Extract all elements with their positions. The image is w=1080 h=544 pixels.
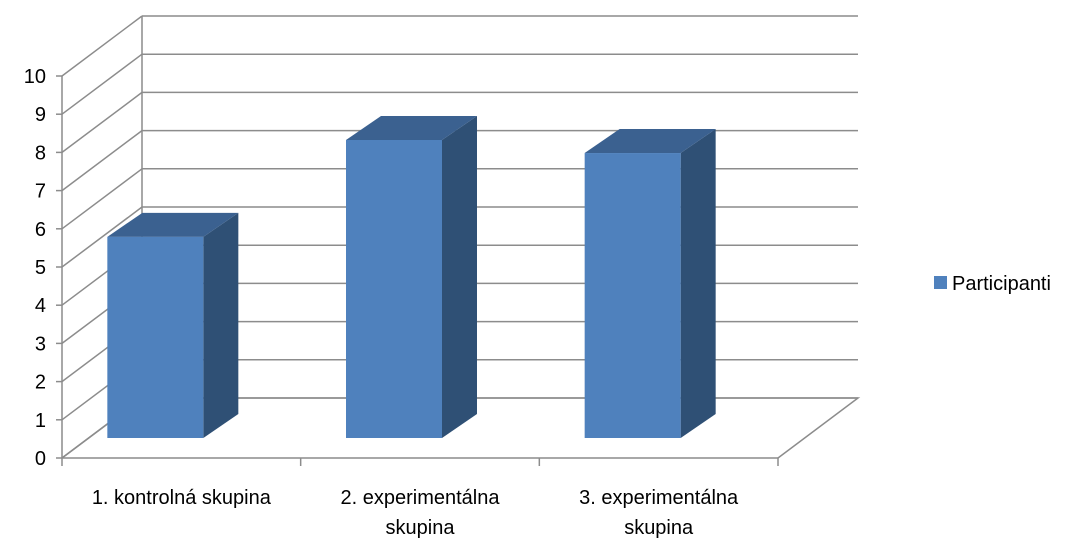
bar-front: [346, 139, 442, 438]
y-tick-label: 5: [35, 257, 46, 279]
gridline-side: [61, 168, 143, 230]
y-tick-label: 9: [35, 104, 46, 126]
y-tick-label: 6: [35, 219, 46, 241]
y-tick-label: 1: [35, 410, 46, 432]
y-axis-tick-labels: 0 1 2 3 4 5 6 7 8 9 10: [24, 66, 46, 470]
legend: Participanti: [934, 273, 1051, 295]
y-tick-label: 0: [35, 448, 46, 470]
gridline-side: [61, 91, 143, 153]
bar: [346, 115, 477, 438]
bar-side: [203, 212, 239, 438]
bars: [107, 115, 716, 438]
bar-side: [680, 129, 716, 438]
gridline-side: [61, 53, 143, 115]
y-tick-label: 7: [35, 181, 46, 203]
x-tick-label: 3. experimentálna skupina: [579, 487, 739, 539]
legend-swatch: [934, 276, 947, 289]
legend-label: Participanti: [952, 273, 1051, 295]
bar-top: [346, 115, 477, 140]
gridlines: [61, 15, 858, 459]
gridline-side: [61, 15, 143, 77]
bar-top: [584, 129, 716, 154]
gridline-side: [61, 206, 143, 268]
bar: [107, 212, 239, 438]
y-tick-label: 3: [35, 333, 46, 355]
bar-side: [442, 115, 477, 438]
bar-front: [107, 236, 204, 438]
y-tick-label: 4: [35, 295, 46, 317]
x-axis-tick-labels: 1. kontrolná skupina 2. experimentálna sku…: [92, 487, 739, 539]
x-tick-label: 1. kontrolná skupina: [92, 487, 272, 509]
gridline-side: [61, 130, 143, 192]
y-tick-label: 10: [24, 66, 46, 88]
y-tick-label: 2: [35, 372, 46, 394]
bar-top: [107, 212, 239, 237]
bar-front: [584, 153, 681, 438]
bar: [584, 129, 716, 438]
y-tick-label: 8: [35, 142, 46, 164]
x-tick-label: 2. experimentálna skupina: [341, 487, 501, 539]
